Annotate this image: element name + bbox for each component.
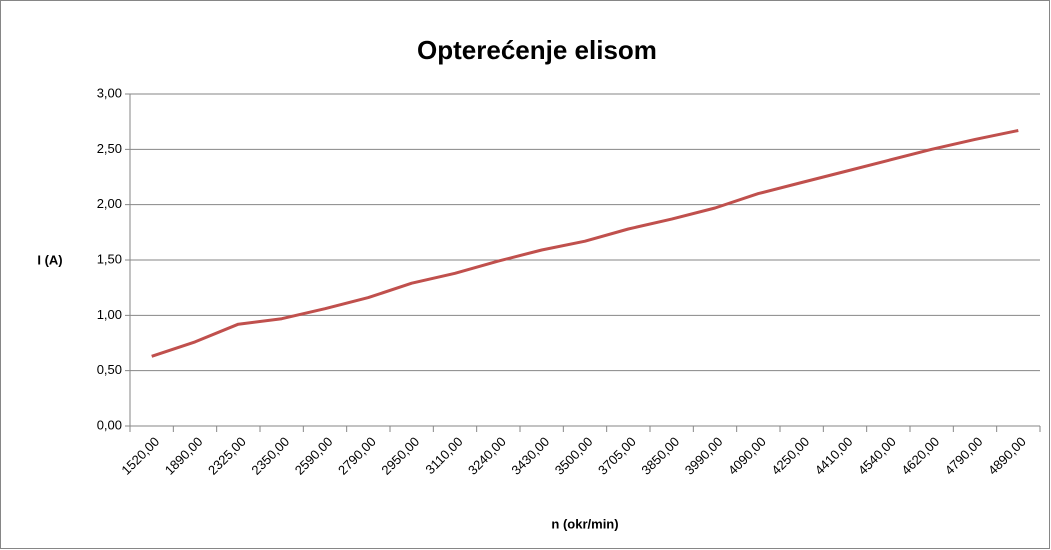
line-series xyxy=(151,129,1019,358)
y-axis-title: I (A) xyxy=(37,252,62,267)
y-tick-label: 0,50 xyxy=(97,362,122,377)
y-tick-label: 3,00 xyxy=(97,85,122,100)
y-tick-label: 1,50 xyxy=(97,251,122,266)
y-tick-label: 1,00 xyxy=(97,307,122,322)
y-tick-label: 2,50 xyxy=(97,141,122,156)
y-tick-label: 0,00 xyxy=(97,417,122,432)
x-axis-title: n (okr/min) xyxy=(551,516,618,531)
chart-title: Opterećenje elisom xyxy=(417,35,657,65)
y-tick-label: 2,00 xyxy=(97,196,122,211)
